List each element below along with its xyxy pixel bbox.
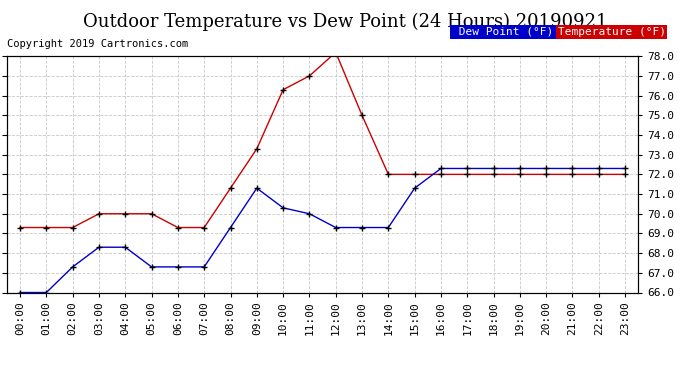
- Text: Outdoor Temperature vs Dew Point (24 Hours) 20190921: Outdoor Temperature vs Dew Point (24 Hou…: [83, 13, 607, 32]
- Text: Dew Point (°F): Dew Point (°F): [452, 27, 560, 37]
- Text: Copyright 2019 Cartronics.com: Copyright 2019 Cartronics.com: [7, 39, 188, 50]
- Text: Temperature (°F): Temperature (°F): [558, 27, 666, 37]
